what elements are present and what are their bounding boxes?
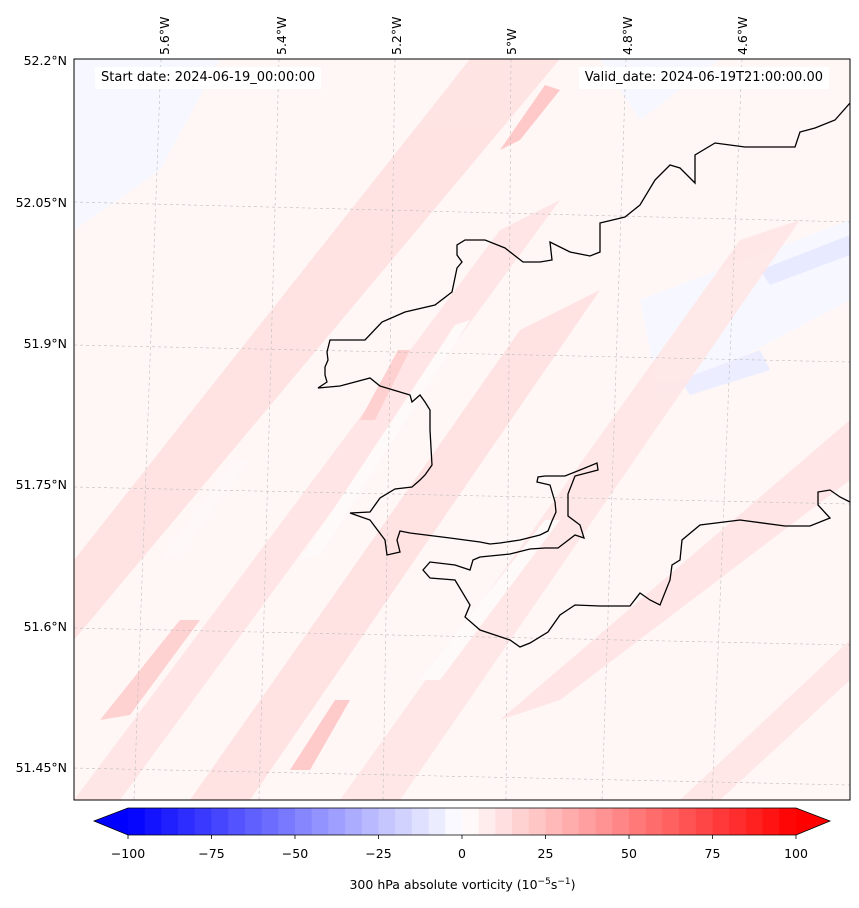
colorbar-extend-min (94, 808, 128, 835)
low-vorticity-streak (160, 460, 250, 560)
colorbar-cell (729, 808, 747, 835)
colorbar-tick-label: 50 (621, 846, 637, 861)
colorbar-cell (612, 808, 630, 835)
vorticity-maximum (100, 620, 200, 720)
colorbar-cell (411, 808, 430, 835)
start-date-label: Start date: 2024-06-19_00:00:00 (95, 67, 322, 89)
latitude-labels: 52.2°N 52.05°N 51.9°N 51.75°N 51.6°N 51.… (16, 53, 67, 775)
colorbar-ticks: −100 −75 −50 −25 0 25 50 75 100 (111, 835, 808, 861)
longitude-labels: 5.6°W 5.4°W 5.2°W 5°W 4.8°W 4.6°W (157, 17, 750, 56)
colorbar-cell (562, 808, 580, 835)
colorbar-cell (745, 808, 764, 835)
colorbar: −100 −75 −50 −25 0 25 50 75 100 (92, 807, 832, 861)
vorticity-maximum (360, 350, 410, 420)
colorbar-cell (378, 808, 396, 835)
colorbar-cell (428, 808, 446, 835)
colorbar-extend-max (796, 808, 830, 835)
colorbar-cell (128, 808, 146, 835)
colorbar-label-mid: s (550, 877, 558, 893)
colorbar-cell (779, 808, 797, 835)
lat-label: 51.75°N (16, 477, 67, 492)
colorbar-tick-label: −50 (282, 846, 308, 861)
vorticity-field (74, 59, 850, 800)
coastline (317, 102, 850, 648)
positive-vorticity-band (190, 290, 600, 800)
low-vorticity-streak (300, 320, 470, 560)
colorbar-label-exp2: −1 (557, 877, 571, 887)
lon-label: 5.4°W (274, 17, 289, 56)
colorbar-tick-label: 75 (705, 846, 721, 861)
lat-label: 51.6°N (24, 619, 67, 634)
colorbar-cells (128, 808, 797, 835)
colorbar-label-end: ) (570, 877, 576, 893)
positive-vorticity-band (680, 640, 850, 800)
valid-date-label: Valid_date: 2024-06-19T21:00:00.00 (578, 67, 829, 89)
lon-label: 5°W (504, 28, 519, 55)
lat-label: 51.9°N (24, 336, 67, 351)
colorbar-cell (361, 808, 380, 835)
low-vorticity-streak (420, 520, 560, 680)
colorbar-cell (345, 808, 363, 835)
colorbar-cell (645, 808, 663, 835)
lat-label: 51.45°N (16, 760, 67, 775)
negative-vorticity-region (680, 350, 770, 395)
colorbar-tick-label: 0 (458, 846, 466, 861)
colorbar-cell (161, 808, 179, 835)
colorbar-cell (545, 808, 563, 835)
colorbar-tick-label: −75 (198, 846, 224, 861)
colorbar-cell (462, 808, 480, 835)
colorbar-cell (395, 808, 413, 835)
colorbar-cell (695, 808, 714, 835)
colorbar-cell (595, 808, 613, 835)
negative-vorticity-region (760, 235, 850, 285)
positive-vorticity-band (74, 59, 560, 640)
colorbar-cell (578, 808, 597, 835)
colorbar-cell (144, 808, 162, 835)
lon-label: 4.6°W (735, 17, 750, 56)
colorbar-cell (679, 808, 697, 835)
colorbar-tick-label: −25 (365, 846, 391, 861)
positive-vorticity-band (74, 200, 560, 800)
colorbar-cell (178, 808, 196, 835)
colorbar-cell (478, 808, 496, 835)
negative-vorticity-region (74, 59, 220, 230)
colorbar-tick-label: −100 (111, 846, 145, 861)
colorbar-cell (295, 808, 313, 835)
gridlines (74, 59, 850, 800)
lon-label: 5.6°W (157, 17, 172, 56)
colorbar-label: 300 hPa absolute vorticity (10−5s−1) (0, 877, 859, 892)
colorbar-tick-label: 25 (538, 846, 554, 861)
colorbar-cell (629, 808, 647, 835)
colorbar-tick-label: 100 (784, 846, 808, 861)
colorbar-cell (194, 808, 213, 835)
colorbar-label-exp1: −5 (537, 877, 551, 887)
map-frame (73, 58, 851, 801)
lon-label: 5.2°W (389, 17, 404, 56)
colorbar-cell (244, 808, 263, 835)
colorbar-cell (662, 808, 680, 835)
colorbar-cell (495, 808, 513, 835)
lat-label: 52.2°N (24, 53, 67, 68)
lon-label: 4.8°W (620, 17, 635, 56)
colorbar-cell (445, 808, 463, 835)
colorbar-cell (278, 808, 296, 835)
vorticity-maximum (290, 700, 350, 770)
colorbar-cell (228, 808, 246, 835)
colorbar-cell (512, 808, 530, 835)
colorbar-cell (762, 808, 780, 835)
colorbar-cell (528, 808, 547, 835)
vorticity-maximum (500, 85, 560, 150)
colorbar-cell (311, 808, 329, 835)
colorbar-label-main: 300 hPa absolute vorticity (10 (349, 877, 538, 893)
colorbar-cell (211, 808, 229, 835)
colorbar-cell (328, 808, 346, 835)
colorbar-cell (261, 808, 279, 835)
positive-vorticity-band (500, 420, 850, 720)
colorbar-cell (712, 808, 730, 835)
lat-label: 52.05°N (16, 195, 67, 210)
